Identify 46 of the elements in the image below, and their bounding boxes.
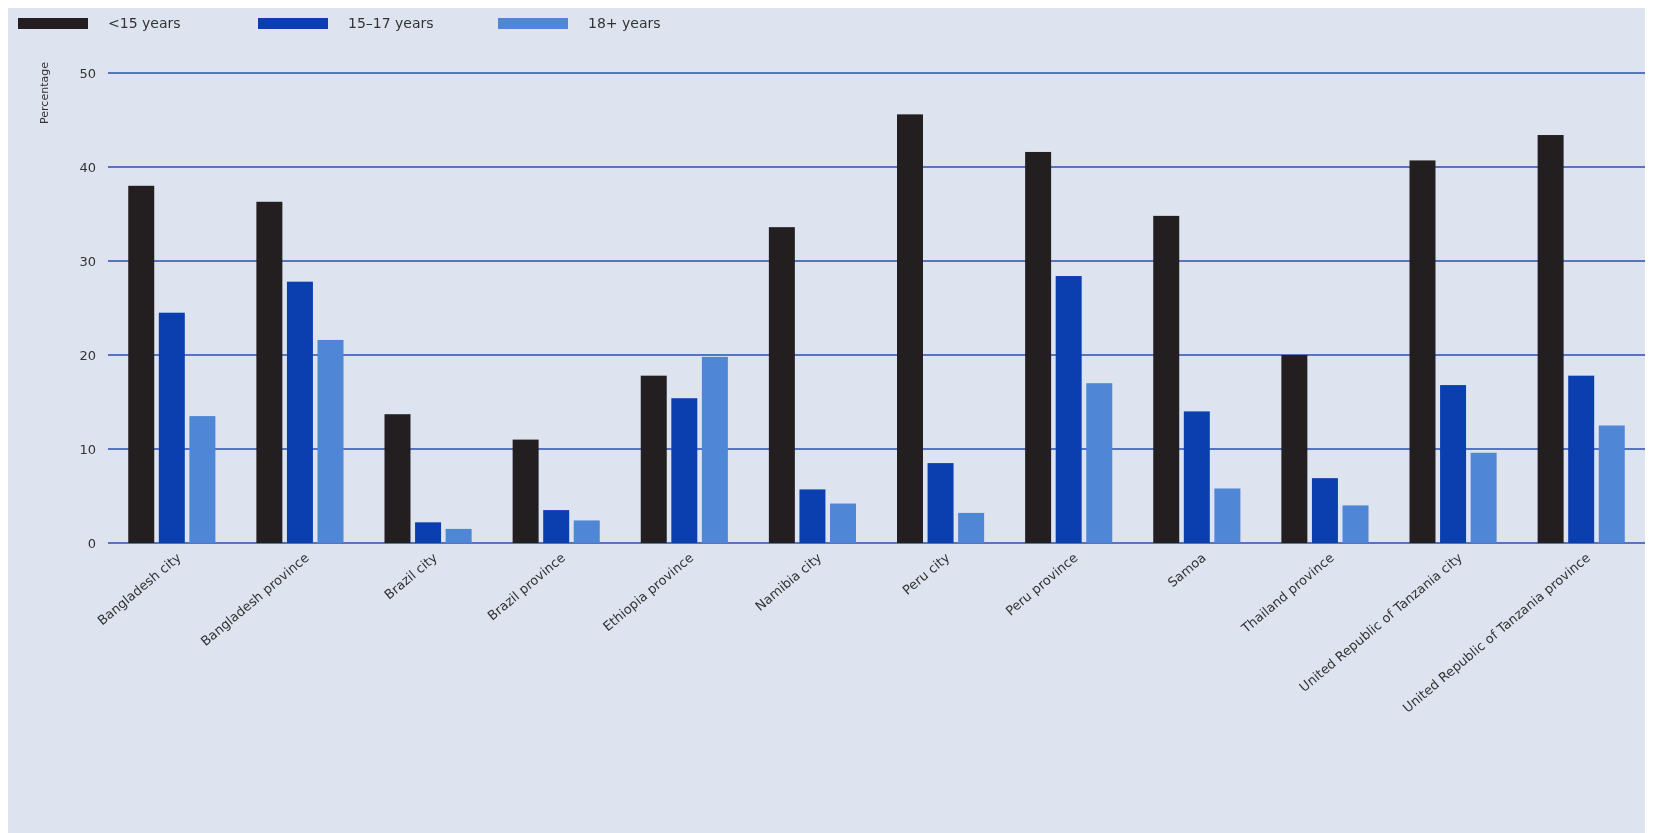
bar (1342, 505, 1369, 543)
bar (640, 375, 667, 543)
bar (573, 520, 600, 543)
bar (158, 312, 185, 543)
bar (1214, 488, 1241, 543)
bar (1537, 135, 1564, 543)
legend-label: 15–17 years (348, 15, 434, 31)
bar (1470, 452, 1497, 543)
legend-label: <15 years (108, 15, 181, 31)
bar (927, 463, 954, 543)
y-tick-label: 20 (79, 347, 96, 363)
bar (1153, 215, 1180, 543)
bar (671, 398, 698, 543)
y-tick-label: 10 (79, 441, 96, 457)
bar (1568, 375, 1595, 543)
y-tick-label: 40 (79, 159, 96, 175)
bar (958, 512, 985, 543)
bar (830, 503, 856, 543)
bar (286, 281, 313, 543)
bar (512, 439, 539, 543)
bar (128, 185, 155, 543)
bar (445, 528, 472, 543)
bar (897, 114, 923, 543)
bar (1055, 276, 1082, 543)
bar (189, 416, 216, 543)
bar (799, 489, 826, 543)
bar (1183, 411, 1210, 543)
bar (1409, 160, 1436, 543)
bar (1598, 425, 1625, 543)
bar (543, 510, 570, 543)
y-tick-label: 50 (79, 65, 96, 81)
y-tick-label: 30 (79, 253, 96, 269)
bar (317, 339, 344, 543)
bar (256, 201, 283, 543)
bar (384, 414, 411, 543)
bar (415, 522, 442, 543)
bar (1311, 478, 1338, 543)
legend-label: 18+ years (588, 15, 661, 31)
bar (701, 356, 728, 543)
y-axis-title: Percentage (38, 61, 51, 124)
bar (1025, 151, 1052, 543)
y-tick-label: 0 (87, 535, 96, 551)
bar (1086, 383, 1113, 543)
bar (1281, 355, 1308, 543)
bar (1440, 385, 1467, 543)
bar (768, 227, 795, 543)
